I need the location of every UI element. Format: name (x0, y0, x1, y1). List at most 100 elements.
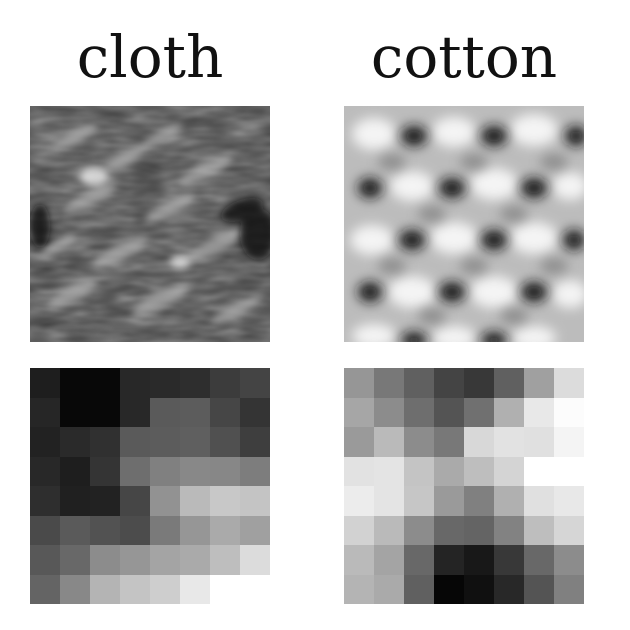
cloth-grid-cell (240, 545, 270, 575)
cotton-grid-cell (374, 486, 404, 516)
cotton-grid-cell (344, 486, 374, 516)
cloth-grid-cell (60, 368, 90, 398)
cotton-grid-cell (494, 397, 524, 427)
cotton-grid-cell (524, 545, 554, 575)
cloth-texture-image (30, 106, 270, 342)
cotton-grid-cell (524, 427, 554, 457)
cloth-grid-cell (90, 368, 120, 398)
cotton-grid-cell (464, 456, 494, 486)
cloth-grid-cell (210, 574, 240, 604)
cotton-grid-cell (434, 574, 464, 604)
cloth-grid-cell (120, 456, 150, 486)
cloth-pixel-grid (30, 368, 270, 604)
cloth-grid-cell (210, 545, 240, 575)
cloth-grid-cell (90, 515, 120, 545)
cloth-grid-cell (30, 427, 60, 457)
cotton-grid-cell (374, 456, 404, 486)
cloth-grid-cell (30, 486, 60, 516)
cotton-grid-cell (554, 545, 584, 575)
cloth-grid-cell (150, 574, 180, 604)
cotton-grid-cell (464, 486, 494, 516)
cloth-grid-cell (240, 456, 270, 486)
cloth-grid-cell (90, 545, 120, 575)
cotton-grid-cell (434, 397, 464, 427)
cotton-grid-cell (554, 515, 584, 545)
cotton-grid-cell (344, 574, 374, 604)
cloth-grid-cell (90, 486, 120, 516)
cloth-grid-cell (120, 545, 150, 575)
cotton-grid-cell (374, 574, 404, 604)
cloth-grid-cell (150, 545, 180, 575)
cotton-grid-cell (374, 545, 404, 575)
cotton-grid-cell (404, 574, 434, 604)
cloth-grid-cell (60, 545, 90, 575)
cotton-grid-cell (464, 368, 494, 398)
cotton-grid-cell (494, 456, 524, 486)
cloth-grid-cell (150, 427, 180, 457)
cotton-grid-cell (434, 456, 464, 486)
cloth-grid-cell (150, 456, 180, 486)
cloth-grid-cell (180, 545, 210, 575)
cotton-grid-cell (404, 515, 434, 545)
cotton-grid-cell (374, 427, 404, 457)
title-cloth: cloth (76, 23, 224, 91)
cloth-grid-cell (240, 397, 270, 427)
cloth-grid-cell (60, 574, 90, 604)
cloth-grid-cell (120, 397, 150, 427)
cloth-grid-cell (240, 368, 270, 398)
cotton-grid-cell (404, 368, 434, 398)
cotton-grid-cell (464, 545, 494, 575)
cloth-grid-cell (180, 456, 210, 486)
cloth-grid-cell (90, 427, 120, 457)
cloth-grid-cell (210, 515, 240, 545)
cotton-pixel-grid (344, 368, 584, 604)
cotton-grid-cell (404, 486, 434, 516)
cloth-grid-cell (60, 456, 90, 486)
cloth-grid-cell (120, 427, 150, 457)
cloth-grid-cell (60, 515, 90, 545)
cloth-grid-cell (240, 515, 270, 545)
cotton-grid-cell (464, 397, 494, 427)
cotton-grid-cell (494, 368, 524, 398)
cotton-grid-cell (464, 515, 494, 545)
cloth-grid-cell (30, 397, 60, 427)
cotton-grid-cell (374, 368, 404, 398)
cloth-grid-cell (60, 397, 90, 427)
cotton-grid-cell (554, 574, 584, 604)
cloth-grid-cell (210, 486, 240, 516)
cloth-grid-cell (90, 574, 120, 604)
cloth-grid-cell (60, 486, 90, 516)
cloth-grid-cell (180, 574, 210, 604)
cloth-grid-cell (30, 456, 60, 486)
title-cotton: cotton (370, 23, 558, 91)
cotton-grid-cell (344, 427, 374, 457)
cloth-grid-cell (240, 574, 270, 604)
cloth-grid-cell (210, 456, 240, 486)
cotton-grid-cell (374, 397, 404, 427)
cloth-grid-cell (240, 486, 270, 516)
cotton-grid-cell (344, 456, 374, 486)
cotton-grid-cell (374, 515, 404, 545)
cotton-grid-cell (524, 515, 554, 545)
cotton-grid-cell (434, 427, 464, 457)
cotton-texture-image (344, 106, 584, 342)
cotton-grid-cell (494, 545, 524, 575)
cotton-grid-cell (494, 574, 524, 604)
cotton-grid-cell (404, 456, 434, 486)
cloth-grid-cell (150, 515, 180, 545)
cotton-grid-cell (434, 545, 464, 575)
cotton-grid-cell (344, 545, 374, 575)
cotton-grid-cell (524, 486, 554, 516)
cloth-grid-cell (60, 427, 90, 457)
cloth-grid-cell (150, 486, 180, 516)
cloth-grid-cell (30, 368, 60, 398)
cloth-grid-cell (240, 427, 270, 457)
cotton-grid-cell (464, 574, 494, 604)
cloth-grid-cell (120, 515, 150, 545)
cotton-grid-cell (554, 486, 584, 516)
cloth-grid-cell (120, 574, 150, 604)
cloth-grid-cell (210, 368, 240, 398)
cotton-grid-cell (524, 368, 554, 398)
cotton-grid-cell (554, 397, 584, 427)
cloth-grid-cell (180, 397, 210, 427)
